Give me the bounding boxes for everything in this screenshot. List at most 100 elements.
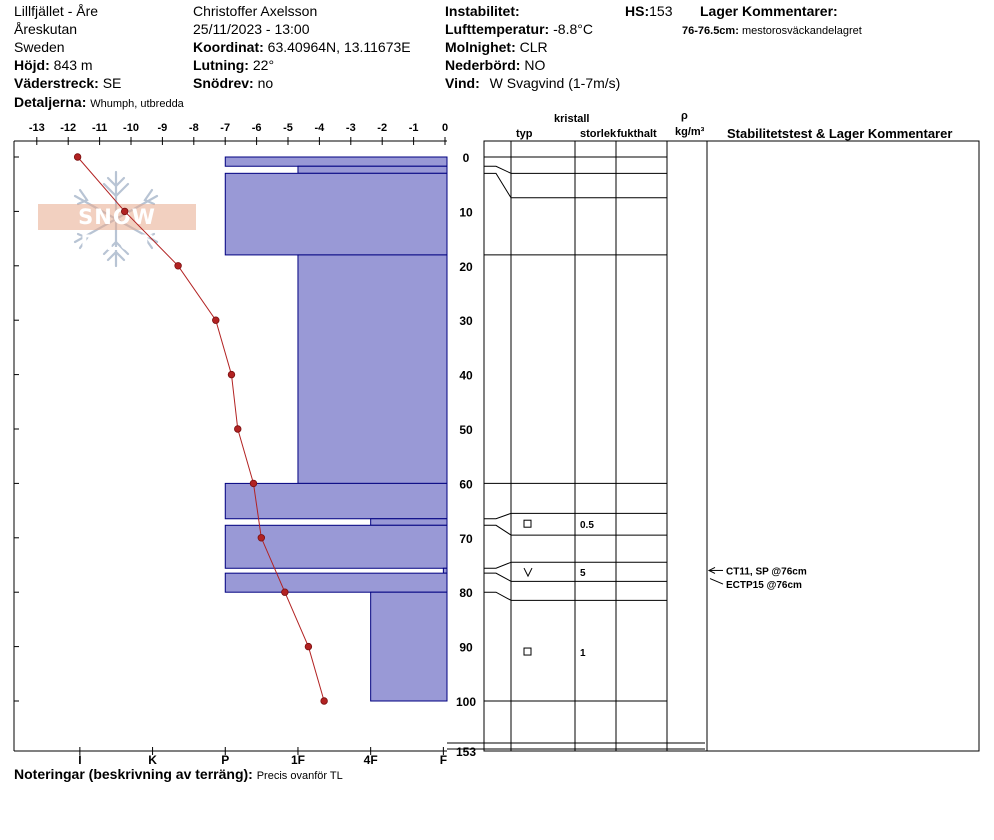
depth-tick-label-4: 40 xyxy=(459,369,473,383)
temp-tick-label-13: 0 xyxy=(442,122,448,134)
layer-connector-5 xyxy=(484,512,512,520)
grain-size-0: 0.5 xyxy=(580,520,594,531)
depth-break-label: 153 xyxy=(456,745,476,759)
temp-tick-label-3: -10 xyxy=(123,122,139,134)
layer-connector-8 xyxy=(484,572,512,582)
notes-label: Noteringar (beskrivning av terräng): xyxy=(14,766,253,782)
temp-tick-label-4: -9 xyxy=(158,122,168,134)
hardness-bar-6 xyxy=(224,524,448,569)
hardness-label-5: F xyxy=(440,753,447,767)
grain-symbol-0 xyxy=(523,519,532,528)
col-rho: ρ xyxy=(681,110,688,122)
temperature-point-6 xyxy=(249,479,258,488)
col-typ: typ xyxy=(516,128,533,140)
hardness-label-1: K xyxy=(148,753,157,767)
hs: HS:153 xyxy=(625,3,672,20)
details: Detaljerna: Whumph, utbredda xyxy=(14,94,184,113)
instability-label: Instabilitet: xyxy=(445,3,520,19)
airtemp-value: -8.8°C xyxy=(553,21,593,37)
slope-value: 22° xyxy=(252,57,275,73)
depth-tick-label-10: 100 xyxy=(456,695,476,709)
aspect-value: SE xyxy=(102,75,122,91)
stability-arrow-1 xyxy=(709,578,724,585)
hardness-bar-9 xyxy=(370,591,448,702)
slope: Lutning: 22° xyxy=(193,57,274,74)
area: Åreskutan xyxy=(14,21,78,37)
hardness-bar-8 xyxy=(224,572,448,593)
temp-tick-label-7: -6 xyxy=(252,122,262,134)
depth-tick-label-0: 0 xyxy=(463,151,470,165)
temp-tick-label-0: -13 xyxy=(29,122,45,134)
temp-tick-label-11: -2 xyxy=(377,122,387,134)
layer-connector-2 xyxy=(484,172,512,199)
temperature-point-3 xyxy=(212,316,220,324)
temperature-point-5 xyxy=(234,425,242,433)
depth-tick-label-5: 50 xyxy=(459,423,473,437)
details-label: Detaljerna: xyxy=(14,94,87,110)
country: Sweden xyxy=(14,39,65,55)
sky: Molnighet: CLR xyxy=(445,39,548,56)
location: Lillfjället - Åre xyxy=(14,3,99,19)
notes: Noteringar (beskrivning av terräng): Pre… xyxy=(14,766,343,785)
notes-value: Precis ovanför TL xyxy=(256,770,343,782)
drift: Snödrev: no xyxy=(193,75,273,92)
coord-label: Koordinat: xyxy=(193,39,264,55)
grain-symbol-1 xyxy=(523,567,533,578)
layer-connector-9 xyxy=(484,591,512,601)
layer-connector-6 xyxy=(484,524,512,536)
layer-comment-key: 76-76.5cm: xyxy=(682,25,739,37)
hardness-bar-5 xyxy=(370,518,448,526)
elevation-value: 843 m xyxy=(53,57,93,73)
depth-tick-label-2: 20 xyxy=(459,260,473,274)
depth-tick-label-3: 30 xyxy=(459,314,473,328)
aspect: Väderstreck: SE xyxy=(14,75,121,92)
drift-value: no xyxy=(257,75,274,91)
grain-size-2: 1 xyxy=(580,648,586,659)
coordinates: Koordinat: 63.40964N, 13.11673E xyxy=(193,39,411,56)
hardness-label-0: I xyxy=(78,753,81,767)
temperature-point-7 xyxy=(257,534,266,542)
sky-value: CLR xyxy=(519,39,548,55)
layer-comments-label: Lager Kommentarer: xyxy=(700,3,838,19)
temp-tick-label-10: -3 xyxy=(346,122,356,134)
sky-label: Molnighet: xyxy=(445,39,516,55)
watermark-text: SNOW PILOT xyxy=(38,204,196,255)
stability-test-0: CT11, SP @76cm xyxy=(726,566,807,577)
col-fukthalt: fukthalt xyxy=(617,128,657,140)
temp-tick-label-5: -8 xyxy=(189,122,199,134)
hs-value: 153 xyxy=(649,3,673,19)
temperature-point-4 xyxy=(227,370,236,379)
temperature-point-9 xyxy=(304,642,313,651)
hardness-label-4: 4F xyxy=(364,753,378,767)
precip-value: NO xyxy=(524,57,546,73)
col-kristall: kristall xyxy=(554,113,590,125)
wind-value: W Svagvind (1-7m/s) xyxy=(489,75,621,91)
stability-arrowhead-0 xyxy=(707,566,716,574)
elevation: Höjd: 843 m xyxy=(14,57,93,74)
layer-table-frame xyxy=(483,140,980,752)
depth-tick-label-1: 10 xyxy=(459,205,473,219)
airtemp-label: Lufttemperatur: xyxy=(445,21,550,37)
aspect-label: Väderstreck: xyxy=(14,75,99,91)
hardness-bar-2 xyxy=(224,172,448,256)
temperature-point-10 xyxy=(320,697,328,705)
elevation-label: Höjd: xyxy=(14,57,50,73)
depth-tick-label-6: 60 xyxy=(459,477,473,491)
temp-tick-label-2: -11 xyxy=(92,122,107,134)
temp-tick-label-6: -7 xyxy=(220,122,230,134)
grain-symbol-2 xyxy=(523,647,532,656)
watermark: SNOW PILOT xyxy=(38,170,196,270)
air-temp: Lufttemperatur: -8.8°C xyxy=(445,21,593,38)
slope-label: Lutning: xyxy=(193,57,249,73)
drift-label: Snödrev: xyxy=(193,75,254,91)
datetime: 25/11/2023 - 13:00 xyxy=(193,21,310,37)
hardness-label-3: 1F xyxy=(291,753,305,767)
details-value: Whumph, utbredda xyxy=(90,98,184,110)
precip: Nederbörd: NO xyxy=(445,57,545,74)
temperature-point-1 xyxy=(121,207,129,216)
temp-tick-label-8: -5 xyxy=(283,122,293,134)
depth-tick-label-8: 80 xyxy=(459,586,473,600)
temperature-point-8 xyxy=(281,588,289,596)
col-storlek: storlek xyxy=(580,128,616,140)
